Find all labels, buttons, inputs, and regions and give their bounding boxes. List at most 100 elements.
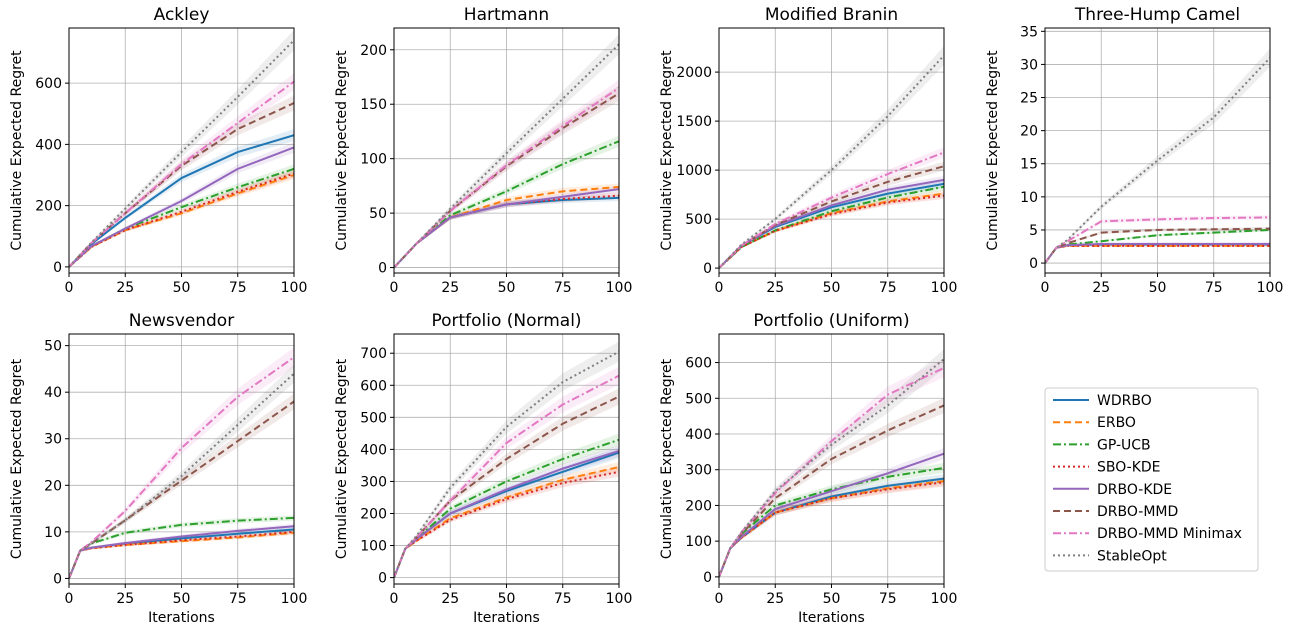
y-tick-label: 35 bbox=[1020, 24, 1038, 40]
y-tick-label: 1000 bbox=[676, 163, 712, 179]
series-line-stableopt bbox=[719, 358, 944, 578]
y-tick-label: 1500 bbox=[676, 114, 712, 130]
series-band-stableopt bbox=[719, 349, 944, 577]
series-line-drbo-mmd bbox=[394, 395, 619, 578]
series-band-drbo-kde bbox=[69, 523, 294, 579]
y-tick-label: 100 bbox=[685, 534, 712, 550]
series-line-drbo-mmd-minimax bbox=[394, 87, 619, 269]
y-tick-label: 500 bbox=[360, 410, 387, 426]
x-tick-label: 50 bbox=[1149, 280, 1167, 296]
y-axis-label: Cumulative Expected Regret bbox=[9, 50, 25, 251]
y-tick-label: 20 bbox=[1020, 124, 1038, 140]
x-tick-label: 50 bbox=[498, 591, 516, 607]
series-band-sbo-kde bbox=[69, 169, 294, 267]
y-tick-label: 40 bbox=[44, 385, 62, 401]
series-line-erbo bbox=[69, 531, 294, 579]
plot-area bbox=[719, 45, 944, 269]
x-tick-label: 100 bbox=[606, 591, 633, 607]
plot-area bbox=[394, 34, 619, 269]
y-tick-label: 0 bbox=[1029, 256, 1038, 272]
x-tick-label: 0 bbox=[1041, 280, 1050, 296]
series-line-stableopt bbox=[69, 372, 294, 579]
x-tick-label: 75 bbox=[554, 591, 572, 607]
series-line-erbo bbox=[719, 480, 944, 578]
series-band-sbo-kde bbox=[394, 467, 619, 578]
legend-label: GP-UCB bbox=[1097, 437, 1151, 453]
y-tick-label: 400 bbox=[685, 427, 712, 443]
panel-title: Three-Hump Camel bbox=[1074, 5, 1240, 25]
x-tick-label: 75 bbox=[554, 280, 572, 296]
y-tick-label: 50 bbox=[369, 206, 387, 222]
series-line-gp-ucb bbox=[69, 167, 294, 268]
panel-title: Portfolio (Uniform) bbox=[753, 311, 909, 331]
y-tick-label: 2000 bbox=[676, 65, 712, 81]
y-tick-label: 0 bbox=[378, 571, 387, 587]
series-band-drbo-mmd-minimax bbox=[719, 147, 944, 269]
y-tick-label: 200 bbox=[360, 43, 387, 59]
legend-label: ERBO bbox=[1097, 415, 1136, 431]
y-tick-label: 400 bbox=[35, 137, 62, 153]
y-tick-label: 150 bbox=[360, 97, 387, 113]
x-tick-label: 0 bbox=[390, 280, 399, 296]
series-band-drbo-mmd bbox=[394, 85, 619, 268]
chart-panel-3: 0 25 50 75 100 0 5 10 15 20 25 30 35 Three-Hump Camel… bbox=[985, 5, 1283, 296]
series-line-gp-ucb bbox=[394, 438, 619, 578]
x-tick-label: 75 bbox=[879, 280, 897, 296]
x-tick-label: 50 bbox=[498, 280, 516, 296]
legend-box bbox=[1044, 387, 1259, 572]
panel-title: Hartmann bbox=[464, 5, 549, 25]
legend-label: DRBO-MMD Minimax bbox=[1097, 526, 1242, 542]
y-tick-label: 300 bbox=[360, 474, 387, 490]
chart-panel-4: 0 25 50 75 100 0 10 20 30 40 50 Newsvendor Cumulativ… bbox=[9, 311, 307, 626]
x-tick-label: 100 bbox=[931, 591, 958, 607]
series-band-wdrbo bbox=[69, 129, 294, 267]
series-band-drbo-mmd-minimax bbox=[69, 347, 294, 579]
series-band-erbo bbox=[719, 190, 944, 269]
y-tick-label: 200 bbox=[685, 498, 712, 514]
y-tick-label: 5 bbox=[1029, 223, 1038, 239]
y-tick-label: 30 bbox=[44, 432, 62, 448]
y-tick-label: 600 bbox=[360, 378, 387, 394]
y-tick-label: 700 bbox=[360, 346, 387, 362]
chart-panel-0: 0 25 50 75 100 0 200 400 600 Ackley Cumulative Exp… bbox=[9, 5, 307, 296]
legend-label: SBO-KDE bbox=[1097, 460, 1161, 476]
y-axis-label: Cumulative Expected Regret bbox=[9, 358, 25, 559]
y-tick-label: 200 bbox=[360, 506, 387, 522]
plot-area bbox=[394, 341, 619, 578]
y-axis-label: Cumulative Expected Regret bbox=[334, 50, 350, 251]
x-tick-label: 100 bbox=[281, 280, 308, 296]
y-tick-label: 300 bbox=[685, 463, 712, 479]
plot-area bbox=[719, 349, 944, 578]
y-tick-label: 25 bbox=[1020, 91, 1038, 107]
x-tick-label: 75 bbox=[1205, 280, 1223, 296]
x-tick-label: 25 bbox=[441, 280, 459, 296]
series-band-gp-ucb bbox=[394, 433, 619, 578]
y-axis-label: Cumulative Expected Regret bbox=[659, 358, 675, 559]
x-axis-label: Iterations bbox=[473, 610, 540, 626]
x-tick-label: 100 bbox=[606, 280, 633, 296]
x-tick-label: 75 bbox=[879, 591, 897, 607]
x-tick-label: 100 bbox=[281, 591, 308, 607]
series-band-sbo-kde bbox=[394, 192, 619, 268]
series-band-erbo bbox=[394, 462, 619, 578]
x-tick-label: 75 bbox=[229, 280, 247, 296]
chart-panel-1: 0 25 50 75 100 0 50 100 150 200 Hartmann Cumulative… bbox=[334, 5, 632, 296]
series-band-drbo-mmd-minimax bbox=[719, 358, 944, 577]
x-axis-label: Iterations bbox=[148, 610, 215, 626]
series-line-drbo-mmd bbox=[1045, 227, 1270, 264]
series-band-drbo-mmd bbox=[69, 393, 294, 579]
panel-title: Newsvendor bbox=[129, 311, 234, 331]
y-tick-label: 0 bbox=[53, 260, 62, 276]
series-line-erbo bbox=[394, 466, 619, 578]
y-axis-label: Cumulative Expected Regret bbox=[334, 358, 350, 559]
series-line-sbo-kde bbox=[1045, 244, 1270, 264]
x-tick-label: 25 bbox=[1092, 280, 1110, 296]
legend-label: DRBO-KDE bbox=[1097, 482, 1172, 498]
series-line-drbo-mmd-minimax bbox=[1045, 216, 1270, 264]
y-tick-label: 500 bbox=[685, 391, 712, 407]
y-tick-label: 10 bbox=[1020, 190, 1038, 206]
x-tick-label: 25 bbox=[766, 280, 784, 296]
series-line-drbo-kde bbox=[69, 146, 294, 268]
